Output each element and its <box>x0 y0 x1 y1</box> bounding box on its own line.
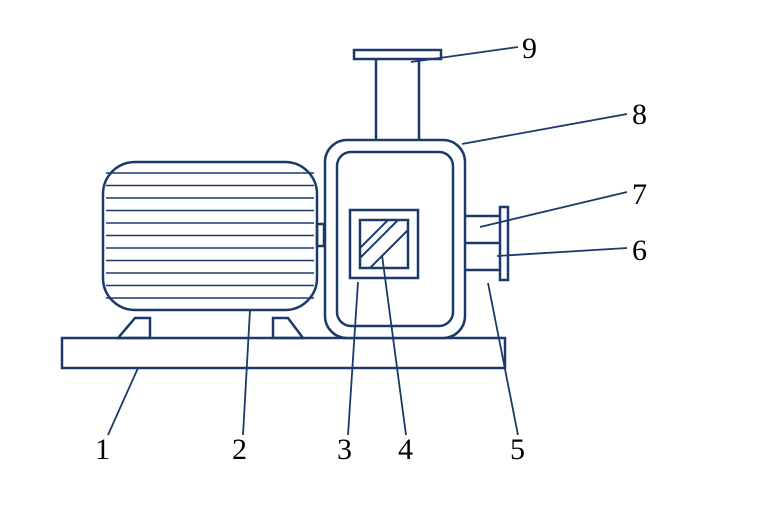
label-6: 6 <box>632 234 647 268</box>
label-3: 3 <box>337 433 352 467</box>
label-1: 1 <box>95 433 110 467</box>
label-4: 4 <box>398 433 413 467</box>
label-8: 8 <box>632 98 647 132</box>
label-5: 5 <box>510 433 525 467</box>
label-9: 9 <box>522 32 537 66</box>
label-7: 7 <box>632 178 647 212</box>
label-2: 2 <box>232 433 247 467</box>
schematic-svg <box>0 0 762 513</box>
